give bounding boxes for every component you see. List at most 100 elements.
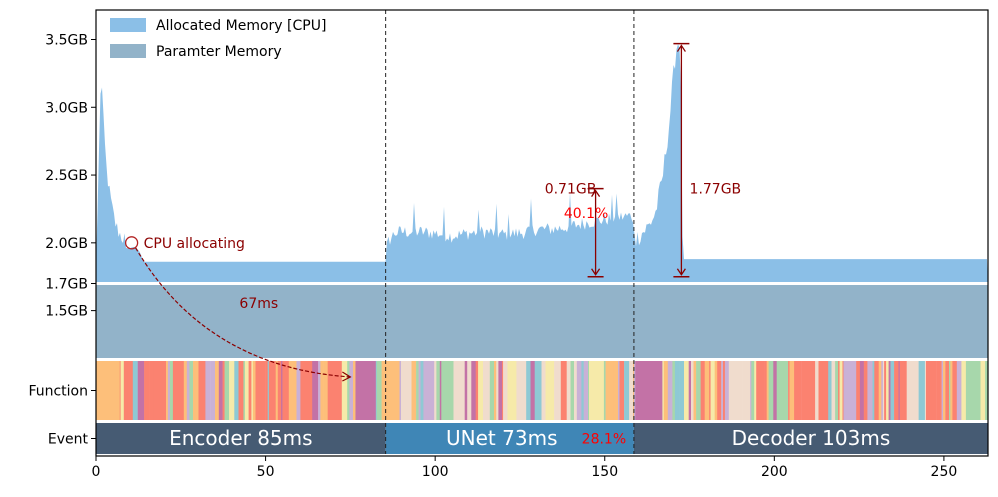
unet-delta-label: 0.71GB <box>545 182 597 198</box>
function-segment <box>252 361 256 420</box>
function-segment <box>149 361 154 420</box>
function-segment <box>724 361 730 420</box>
function-segment <box>296 361 301 420</box>
function-segment <box>581 361 584 420</box>
function-segment <box>288 361 297 420</box>
function-segment <box>700 361 705 420</box>
legend-label: Allocated Memory [CPU] <box>156 18 326 34</box>
function-segment <box>123 361 129 420</box>
function-segment <box>343 361 348 420</box>
cpu-allocating-arrowhead <box>342 371 352 382</box>
function-segment <box>559 361 562 420</box>
function-segment <box>831 361 836 420</box>
function-segment <box>929 361 932 420</box>
function-segment <box>754 361 757 420</box>
function-segment <box>867 361 873 420</box>
function-block-encoder-end <box>355 361 376 420</box>
function-segment <box>750 361 752 420</box>
function-segment <box>945 361 950 420</box>
function-strip <box>96 361 989 420</box>
function-segment <box>244 361 249 420</box>
function-segment <box>570 361 575 420</box>
y-tick-label: 3.5GB <box>45 33 88 49</box>
function-segment <box>277 361 282 420</box>
function-segment <box>347 361 350 420</box>
function-segment <box>918 361 923 420</box>
function-segment <box>693 361 697 420</box>
function-segment <box>672 361 676 420</box>
function-segment <box>203 361 206 420</box>
allocated-memory-area <box>96 44 988 284</box>
legend-label: Paramter Memory <box>156 44 282 60</box>
x-tick-label: 0 <box>92 464 101 480</box>
function-segment <box>502 361 504 420</box>
function-segment <box>230 361 235 420</box>
function-segment <box>619 361 625 420</box>
function-segment <box>603 361 606 420</box>
function-segment <box>137 361 140 420</box>
function-segment <box>696 361 701 420</box>
function-segment <box>746 361 751 420</box>
function-segment <box>218 361 223 420</box>
cpu-allocating-arrow <box>135 247 351 378</box>
function-segment <box>526 361 531 420</box>
function-block-decoder-start <box>635 361 663 420</box>
function-segment <box>255 361 261 420</box>
y-tick-label: 1.7GB <box>45 277 88 293</box>
function-segment <box>494 361 497 420</box>
function-segment <box>385 361 400 420</box>
function-segment <box>574 361 578 420</box>
function-segment <box>467 361 472 420</box>
function-segment <box>583 361 589 420</box>
axes-frame <box>95 9 989 457</box>
function-segment <box>545 361 551 420</box>
function-segment <box>801 361 813 420</box>
function-segment <box>985 361 989 420</box>
function-segment <box>541 361 546 420</box>
function-segment <box>530 361 535 420</box>
function-segment <box>856 361 861 420</box>
function-segment <box>260 361 266 420</box>
function-segment <box>766 361 769 420</box>
function-segment <box>194 361 199 420</box>
function-segment <box>183 361 188 420</box>
function-segment <box>872 361 875 420</box>
function-segment <box>516 361 527 420</box>
function-segment <box>943 361 946 420</box>
function-block-start <box>96 361 120 420</box>
function-segment <box>771 361 774 420</box>
function-segment <box>560 361 567 420</box>
function-segment <box>843 361 846 420</box>
function-segment <box>605 361 614 420</box>
x-tick-label: 200 <box>761 464 788 480</box>
function-segment <box>588 361 590 420</box>
plot-area <box>96 44 988 361</box>
function-segment <box>742 361 747 420</box>
function-segment <box>312 361 315 420</box>
function-segment <box>139 361 145 420</box>
function-segment <box>420 361 424 420</box>
function-segment <box>751 361 755 420</box>
x-tick-label: 150 <box>591 464 618 480</box>
function-segment <box>320 361 324 420</box>
function-segment <box>381 361 386 420</box>
function-segment <box>248 361 252 420</box>
function-segment <box>318 361 321 420</box>
function-segment <box>773 361 777 420</box>
function-segment <box>229 361 231 420</box>
function-segment <box>671 361 673 420</box>
function-segment <box>496 361 499 420</box>
function-segment <box>423 361 435 420</box>
function-segment <box>462 361 465 420</box>
function-segment <box>663 361 669 420</box>
function-segment <box>815 361 819 420</box>
function-segment <box>222 361 225 420</box>
function-segment <box>243 361 246 420</box>
function-segment <box>234 361 239 420</box>
event-segment <box>96 423 386 454</box>
function-segment <box>464 361 468 420</box>
y-tick-label: 2.5GB <box>45 168 88 184</box>
function-segment <box>483 361 491 420</box>
function-segment <box>300 361 302 420</box>
